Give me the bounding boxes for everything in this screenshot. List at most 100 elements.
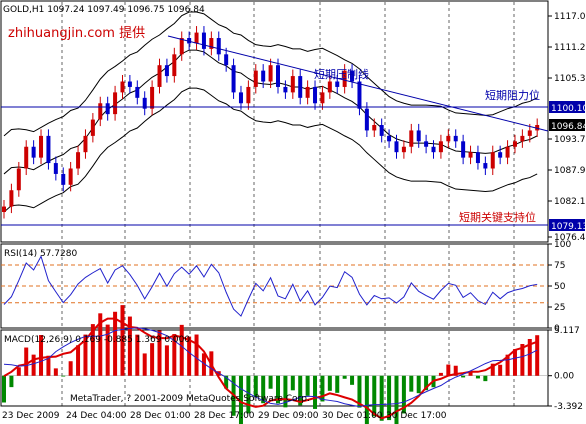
macd-bar [527, 338, 532, 376]
candle-body [431, 146, 436, 153]
macd-bar [142, 353, 147, 376]
macd-bar [535, 335, 540, 376]
macd-bar [387, 375, 392, 421]
macd-histogram [1, 305, 548, 424]
candle-body [357, 81, 362, 109]
time-label: 30 Dec 17:00 [386, 411, 447, 421]
candle-body [409, 130, 414, 147]
candle-body [498, 152, 503, 158]
candle-body [313, 86, 318, 104]
macd-bar [268, 375, 273, 389]
candle-body [446, 135, 451, 142]
macd-bar [179, 324, 184, 376]
candle-body [401, 146, 406, 153]
copyright-text: MetaTrader, ? 2001-2009 MetaQuotes Softw… [70, 394, 310, 404]
macd-tick-label: -3.392 [554, 402, 583, 412]
candle-body [261, 70, 266, 82]
candle-body [461, 141, 466, 158]
macd-bar [61, 375, 66, 377]
macd-bar [512, 349, 517, 376]
candle-body [327, 81, 332, 93]
macd-bar [246, 375, 251, 414]
candle-body [416, 130, 421, 142]
candle-body [61, 173, 66, 185]
macd-bar [483, 375, 488, 382]
candle-body [320, 92, 325, 104]
resistance-price-tag [549, 101, 585, 113]
price-tick-label: 1117.05 [554, 12, 586, 22]
macd-bar [164, 345, 169, 376]
rsi-tick-label: 50 [554, 282, 566, 292]
candle-body [490, 152, 495, 169]
candle-body [120, 81, 125, 93]
support-price-tag [549, 219, 585, 231]
macd-bar [357, 375, 362, 408]
candle-body [127, 81, 132, 87]
candle-body [379, 125, 384, 136]
macd-bar [490, 363, 495, 376]
trendline[interactable] [167, 35, 549, 132]
macd-bar [98, 313, 103, 376]
macd-bar [409, 375, 414, 392]
macd-bar [305, 375, 310, 396]
macd-bar [468, 371, 473, 376]
candle-body [68, 168, 73, 185]
macd-bar [157, 330, 162, 376]
time-axis: 23 Dec 2009 24 Dec 04:00 28 Dec 01:00 28 De… [2, 411, 447, 421]
rsi-tick-label: 100 [554, 240, 571, 250]
candle-body [46, 135, 51, 164]
candle-body [105, 103, 110, 115]
candle-body [142, 97, 147, 109]
candle-body [298, 76, 303, 98]
macd-bar [105, 324, 110, 376]
candle-body [290, 76, 295, 93]
macd-bar [283, 375, 288, 408]
macd-tick-label: 0.00 [554, 372, 574, 382]
candle-body [475, 152, 480, 164]
candle-body [172, 54, 177, 77]
macd-signal-line [3, 327, 538, 408]
candle-body [246, 86, 251, 104]
candle-body [24, 146, 29, 169]
candle-body [53, 163, 58, 174]
macd-bar [187, 336, 192, 376]
macd-bar [76, 345, 81, 376]
candle-body [98, 103, 103, 120]
macd-bar [16, 367, 21, 376]
candle-body [505, 146, 510, 158]
candle-body [157, 65, 162, 87]
macd-bar [238, 375, 243, 424]
macd-bar [46, 355, 51, 376]
rsi-tick-label: 25 [554, 303, 565, 313]
macd-bar [416, 375, 421, 394]
macd-bar [9, 375, 14, 388]
macd-bar [364, 375, 369, 424]
candle-body [224, 54, 229, 66]
candle-body [372, 125, 377, 131]
macd-bar [2, 375, 6, 403]
candle-body [135, 86, 140, 98]
macd-bar [424, 375, 429, 391]
macd-bar [53, 368, 58, 376]
candle-body [424, 141, 429, 147]
macd-bar [31, 354, 36, 376]
macd-bar [194, 334, 199, 376]
lower-band [3, 87, 538, 213]
macd-bar [298, 375, 303, 406]
macd-bar [90, 324, 95, 376]
macd-bar [335, 375, 340, 393]
macd-bar [401, 375, 406, 414]
time-label: 23 Dec 2009 [2, 411, 60, 421]
candle-body [83, 135, 88, 153]
trendline-label: 短期压制线 [314, 67, 369, 81]
candle-body [468, 152, 473, 158]
candlesticks [2, 26, 540, 219]
candle-body [535, 125, 540, 131]
candle-body [238, 92, 243, 104]
price-tick-label: 1087.95 [554, 166, 586, 176]
macd-tick-label: 5.117 [554, 326, 580, 336]
macd-bar [350, 375, 355, 385]
candle-body [253, 70, 258, 87]
candle-body [364, 108, 369, 131]
